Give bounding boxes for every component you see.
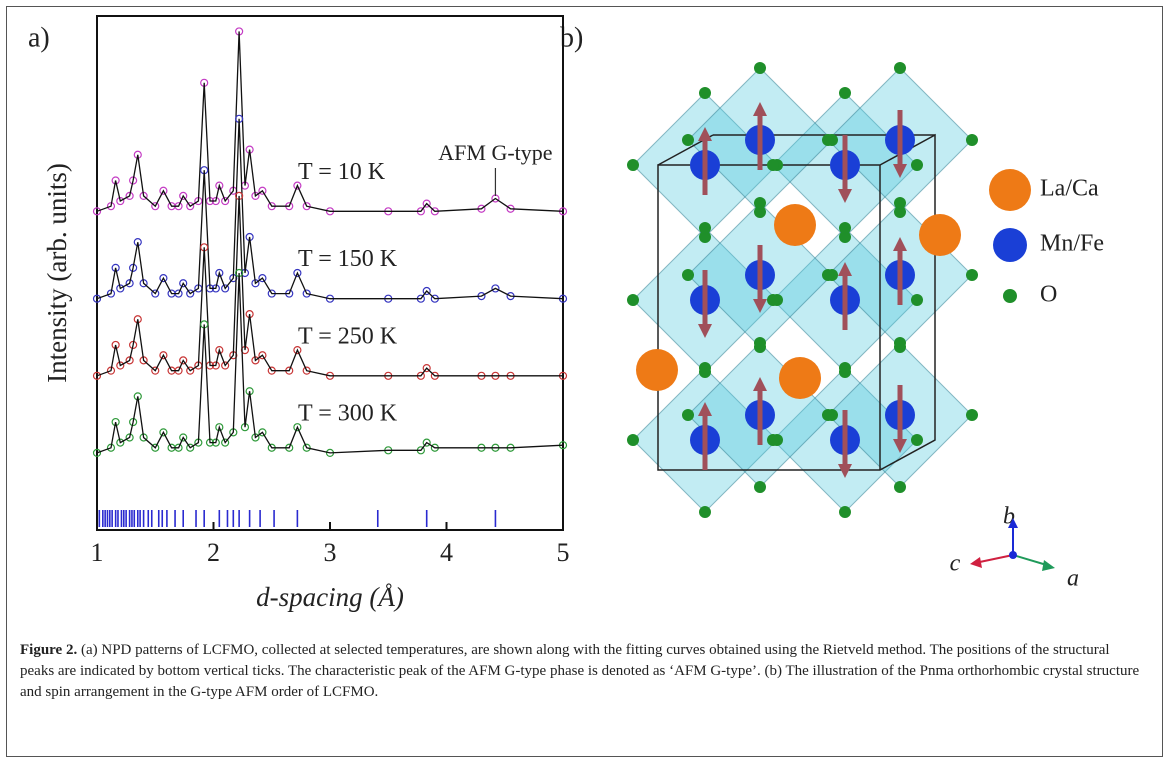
oxygen-atom bbox=[822, 269, 834, 281]
oxygen-atom bbox=[894, 337, 906, 349]
oxygen-atom bbox=[839, 222, 851, 234]
oxygen-atom bbox=[754, 337, 766, 349]
oxygen-atom bbox=[699, 362, 711, 374]
oxygen-atom bbox=[911, 434, 923, 446]
series-label: T = 10 K bbox=[298, 159, 386, 185]
axis-name: a bbox=[1067, 566, 1079, 592]
oxygen-atom bbox=[894, 481, 906, 493]
la-ca-atom bbox=[636, 349, 678, 391]
axis-name: c bbox=[950, 551, 961, 577]
la-ca-atom bbox=[779, 357, 821, 399]
oxygen-atom bbox=[894, 197, 906, 209]
oxygen-atom bbox=[966, 409, 978, 421]
annotation: AFM G-type bbox=[438, 140, 552, 165]
x-tick-label: 1 bbox=[91, 538, 104, 567]
oxygen-atom bbox=[839, 87, 851, 99]
oxygen-atom bbox=[754, 481, 766, 493]
series-label: T = 150 K bbox=[298, 246, 398, 272]
page: {"chart_data": {"type": "line", "panel_l… bbox=[0, 0, 1171, 765]
oxygen-atom bbox=[682, 134, 694, 146]
la-ca-atom bbox=[919, 214, 961, 256]
oxygen-atom bbox=[911, 294, 923, 306]
oxygen-atom bbox=[894, 62, 906, 74]
oxygen-atom bbox=[822, 134, 834, 146]
oxygen-atom bbox=[699, 87, 711, 99]
panel-label: a) bbox=[28, 22, 50, 53]
legend-label: O bbox=[1040, 282, 1057, 308]
caption: Figure 2. (a) NPD patterns of LCFMO, col… bbox=[20, 640, 1145, 703]
oxygen-atom bbox=[699, 506, 711, 518]
oxygen-atom bbox=[627, 434, 639, 446]
oxygen-atom bbox=[822, 409, 834, 421]
la-ca-atom bbox=[774, 204, 816, 246]
crystal-structure bbox=[627, 62, 978, 518]
oxygen-atom bbox=[627, 159, 639, 171]
oxygen-atom bbox=[839, 506, 851, 518]
series-label: T = 300 K bbox=[298, 400, 398, 426]
legend-o bbox=[1003, 289, 1017, 303]
oxygen-atom bbox=[754, 62, 766, 74]
oxygen-atom bbox=[699, 222, 711, 234]
legend-mn-fe bbox=[993, 228, 1027, 262]
x-tick-label: 3 bbox=[324, 538, 337, 567]
x-tick-label: 4 bbox=[440, 538, 453, 567]
oxygen-atom bbox=[682, 409, 694, 421]
oxygen-atom bbox=[767, 159, 779, 171]
y-axis-label: Intensity (arb. units) bbox=[42, 163, 72, 383]
oxygen-atom bbox=[911, 159, 923, 171]
figure: a) b) Intensity (arb. units) d-spacing (… bbox=[0, 0, 1171, 630]
x-axis-label: d-spacing (Å) bbox=[256, 582, 404, 612]
caption-text: (a) NPD patterns of LCFMO, collected at … bbox=[20, 642, 1139, 700]
oxygen-atom bbox=[966, 134, 978, 146]
x-tick-label: 5 bbox=[557, 538, 570, 567]
axis-head bbox=[1042, 560, 1055, 571]
oxygen-atom bbox=[754, 197, 766, 209]
oxygen-atom bbox=[682, 269, 694, 281]
legend-la-ca bbox=[989, 169, 1031, 211]
x-tick-label: 2 bbox=[207, 538, 220, 567]
caption-label: Figure 2. bbox=[20, 642, 77, 658]
legend-label: La/Ca bbox=[1040, 176, 1099, 202]
oxygen-atom bbox=[839, 362, 851, 374]
series-label: T = 250 K bbox=[298, 323, 398, 349]
axis-head bbox=[970, 557, 982, 568]
oxygen-atom bbox=[966, 269, 978, 281]
oxygen-atom bbox=[627, 294, 639, 306]
legend-label: Mn/Fe bbox=[1040, 231, 1104, 257]
oxygen-atom bbox=[767, 294, 779, 306]
axis-origin bbox=[1009, 551, 1017, 559]
oxygen-atom bbox=[767, 434, 779, 446]
